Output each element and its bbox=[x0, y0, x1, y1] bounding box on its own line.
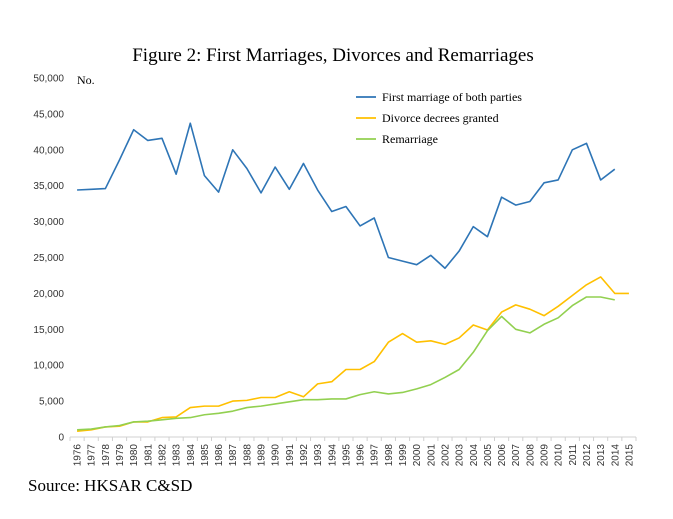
x-tick-label: 1990 bbox=[271, 444, 282, 467]
x-tick-label: 1998 bbox=[384, 444, 395, 467]
y-tick-label: 50,000 bbox=[33, 74, 64, 85]
x-tick-label: 1982 bbox=[157, 444, 168, 467]
x-tick-label: 1978 bbox=[101, 444, 112, 467]
x-tick-label: 1986 bbox=[214, 444, 225, 467]
y-tick-label: 0 bbox=[58, 433, 64, 444]
series-line-2 bbox=[77, 296, 615, 431]
x-tick-label: 2002 bbox=[440, 444, 451, 467]
x-tick-label: 1991 bbox=[285, 444, 296, 467]
y-axis-tick-labels: 0 5,000 10,000 15,000 20,000 25,000 30,000 35,0… bbox=[33, 74, 64, 444]
y-tick-label: 10,000 bbox=[33, 361, 64, 372]
x-tick-label: 1984 bbox=[186, 444, 197, 467]
x-tick-label: 1979 bbox=[115, 444, 126, 467]
x-tick-label: 1980 bbox=[129, 444, 140, 467]
x-tick-label: 1996 bbox=[356, 444, 367, 467]
x-tick-label: 2003 bbox=[455, 444, 466, 467]
x-tick-label: 1999 bbox=[398, 444, 409, 467]
x-tick-label: 2005 bbox=[483, 444, 494, 467]
x-tick-label: 1997 bbox=[370, 444, 381, 467]
x-tick-label: 2012 bbox=[582, 444, 593, 467]
x-tick-label: 1985 bbox=[200, 444, 211, 467]
x-tick-label: 2015 bbox=[624, 444, 635, 467]
legend: First marriage of both parties Divorce de… bbox=[356, 90, 522, 146]
x-tick-label: 2007 bbox=[511, 444, 522, 467]
y-tick-label: 40,000 bbox=[33, 145, 64, 156]
x-tick-label: 1977 bbox=[87, 444, 98, 467]
x-tick-label: 2008 bbox=[525, 444, 536, 467]
y-tick-label: 20,000 bbox=[33, 289, 64, 300]
x-axis-tick-labels: 1976 1977 1978 1979 1980 1981 1982 1983 1984 1985… bbox=[73, 444, 636, 467]
x-tick-label: 2004 bbox=[469, 444, 480, 467]
legend-label-0: First marriage of both parties bbox=[382, 90, 522, 104]
x-tick-label: 1989 bbox=[257, 444, 268, 467]
series-line-0 bbox=[77, 122, 616, 270]
x-tick-label: 1983 bbox=[172, 444, 183, 467]
x-tick-label: 1987 bbox=[228, 444, 239, 467]
x-tick-label: 2010 bbox=[554, 444, 565, 467]
x-tick-label: 1995 bbox=[341, 444, 352, 467]
y-tick-label: 30,000 bbox=[33, 217, 64, 228]
x-tick-label: 1981 bbox=[143, 444, 154, 467]
x-tick-label: 2001 bbox=[426, 444, 437, 467]
series-line-1 bbox=[76, 276, 629, 433]
y-tick-label: 25,000 bbox=[33, 253, 64, 264]
legend-label-1: Divorce decrees granted bbox=[382, 111, 499, 125]
x-tick-label: 1988 bbox=[242, 444, 253, 467]
x-axis-ticks bbox=[69, 437, 637, 441]
x-tick-label: 2009 bbox=[540, 444, 551, 467]
x-tick-label: 1993 bbox=[313, 444, 324, 467]
x-tick-label: 2011 bbox=[568, 444, 579, 466]
x-tick-label: 1992 bbox=[299, 444, 310, 467]
x-tick-label: 2014 bbox=[610, 444, 621, 467]
chart-title: Figure 2: First Marriages, Divorces and … bbox=[132, 45, 534, 66]
x-tick-label: 1994 bbox=[327, 444, 338, 467]
x-tick-label: 2006 bbox=[497, 444, 508, 467]
y-tick-label: 35,000 bbox=[33, 181, 64, 192]
y-axis-unit-label: No. bbox=[77, 73, 95, 87]
x-tick-label: 2013 bbox=[596, 444, 607, 467]
y-tick-label: 45,000 bbox=[33, 109, 64, 120]
source-note: Source: HKSAR C&SD bbox=[28, 476, 192, 495]
y-tick-label: 15,000 bbox=[33, 325, 64, 336]
x-tick-label: 1976 bbox=[73, 444, 84, 467]
series-lines bbox=[76, 122, 629, 433]
x-tick-label: 2000 bbox=[412, 444, 423, 467]
legend-label-2: Remarriage bbox=[382, 132, 438, 146]
y-tick-label: 5,000 bbox=[39, 397, 64, 408]
